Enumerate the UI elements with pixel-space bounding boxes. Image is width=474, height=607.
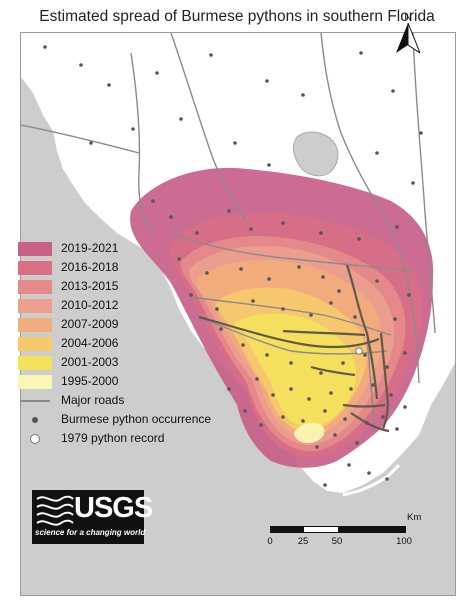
usgs-wordmark: USGS: [74, 492, 153, 524]
legend-label: 2010-2012: [61, 298, 119, 312]
legend-label: 2004-2006: [61, 336, 119, 350]
north-arrow-icon: [396, 22, 422, 55]
record-circle-icon: [30, 434, 40, 444]
python-occurrences: [43, 45, 423, 487]
legend-item-roads: Major roads: [18, 392, 228, 411]
major-roads: [21, 33, 436, 426]
scale-bar-graphic: [270, 526, 406, 533]
legend-label: 1979 python record: [61, 431, 165, 445]
legend-item-occurrence: Burmese python occurrence: [18, 411, 228, 430]
legend-label: Burmese python occurrence: [61, 412, 212, 426]
scale-bar: Km 0 25 50 100: [266, 512, 436, 554]
python-record-1979: [355, 347, 363, 355]
legend-swatch: [18, 261, 52, 275]
scale-tick: 0: [267, 536, 273, 547]
north-arrow-label: N: [404, 12, 412, 23]
scale-tick: 50: [331, 536, 343, 547]
map-canvas: [21, 33, 455, 497]
legend-swatch: [18, 299, 52, 313]
legend-label: 2013-2015: [61, 279, 119, 293]
legend-label: Major roads: [61, 393, 125, 407]
legend-item: 2004-2006: [18, 335, 228, 354]
north-arrow: N: [396, 12, 422, 60]
legend-swatch: [18, 356, 52, 370]
legend-label: 1995-2000: [61, 374, 119, 388]
lake-okeechobee: [292, 131, 339, 177]
spread-zone-1995-2000: [293, 422, 325, 444]
florida-keys: [342, 463, 401, 497]
legend-item-record: 1979 python record: [18, 430, 228, 449]
legend-item: 2010-2012: [18, 297, 228, 316]
legend-label: 2007-2009: [61, 317, 119, 331]
legend-item: 2019-2021: [18, 240, 228, 259]
scale-segment: [338, 527, 405, 532]
scale-tick: 100: [396, 536, 412, 547]
occurrence-dot-icon: [32, 417, 38, 423]
usgs-tagline: science for a changing world: [35, 528, 146, 537]
road-network-south: [198, 264, 390, 433]
legend: 2019-2021 2016-2018 2013-2015 2010-2012 …: [18, 240, 228, 449]
legend-label: 2016-2018: [61, 260, 119, 274]
scale-tick: 25: [297, 536, 309, 547]
usgs-wave-icon: [36, 495, 74, 526]
road-line-icon: [20, 400, 50, 402]
usgs-logo: USGS science for a changing world: [32, 490, 153, 544]
legend-item: 2013-2015: [18, 278, 228, 297]
legend-swatch: [18, 242, 52, 256]
legend-item: 2016-2018: [18, 259, 228, 278]
legend-item: 1995-2000: [18, 373, 228, 392]
scale-segment: [271, 527, 304, 532]
legend-label: 2019-2021: [61, 241, 119, 255]
map-frame: [20, 32, 456, 596]
legend-swatch: [18, 318, 52, 332]
map-title: Estimated spread of Burmese pythons in s…: [39, 8, 435, 25]
scale-unit: Km: [407, 512, 422, 523]
legend-item: 2007-2009: [18, 316, 228, 335]
legend-swatch: [18, 375, 52, 389]
legend-swatch: [18, 280, 52, 294]
legend-label: 2001-2003: [61, 355, 119, 369]
legend-item: 2001-2003: [18, 354, 228, 373]
legend-swatch: [18, 337, 52, 351]
